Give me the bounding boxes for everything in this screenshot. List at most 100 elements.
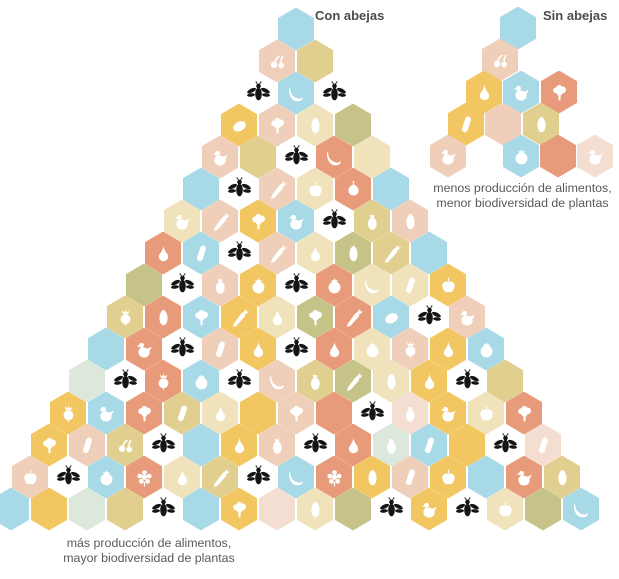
banana-icon	[269, 375, 284, 389]
tomato-icon	[366, 341, 378, 357]
bird-icon	[136, 342, 152, 358]
pear-icon	[443, 341, 453, 357]
pear-icon	[177, 469, 187, 485]
zucchini-icon	[424, 437, 434, 453]
apple-icon	[479, 405, 493, 420]
broccoli-icon	[270, 117, 284, 133]
hex-cell-bird	[429, 134, 467, 178]
without-bees-caption-line2: menor biodiversidad de plantas	[436, 196, 609, 210]
bee-icon	[167, 272, 197, 298]
bird-icon	[516, 470, 532, 486]
carrot-icon	[346, 308, 363, 327]
bird-icon	[98, 406, 114, 422]
hex-cell-banana	[277, 71, 315, 115]
carrot-icon	[213, 468, 230, 487]
banana-icon	[573, 503, 588, 517]
eggplant-icon	[310, 374, 320, 390]
eggplant-icon	[272, 438, 282, 454]
bee-icon	[53, 464, 83, 490]
potato-icon	[384, 312, 398, 324]
zucchini-icon	[215, 341, 225, 357]
pear-icon	[253, 341, 263, 357]
hex-cell-empty	[296, 39, 334, 83]
broccoli-icon	[232, 501, 246, 517]
corn-icon	[367, 469, 377, 485]
bird-icon	[288, 214, 304, 230]
hex-cell-empty	[372, 167, 410, 211]
bee-icon	[376, 496, 406, 522]
tomato-icon	[515, 148, 527, 164]
bee-icon	[490, 432, 520, 458]
cherry-icon	[118, 439, 132, 452]
bee-icon	[110, 368, 140, 394]
bee-icon	[224, 240, 254, 266]
bee-icon	[243, 80, 273, 106]
corn-icon	[386, 373, 396, 389]
hex-cell-bird	[201, 135, 239, 179]
zucchini-icon	[177, 405, 187, 421]
hex-cell-empty	[334, 103, 372, 147]
apple-icon	[23, 469, 37, 484]
bee-icon	[148, 432, 178, 458]
pear-icon	[424, 373, 434, 389]
tomato-icon	[252, 277, 264, 293]
broccoli-icon	[42, 437, 56, 453]
bird-icon	[174, 214, 190, 230]
pear-icon	[310, 245, 320, 261]
hex-cell-corn	[296, 103, 334, 147]
bee-icon	[300, 432, 330, 458]
hex-cell-empty	[239, 135, 277, 179]
flower-icon	[326, 469, 342, 487]
radish-icon	[158, 372, 168, 391]
eggplant-icon	[386, 438, 396, 454]
pear-icon	[348, 437, 358, 453]
zucchini-icon	[461, 116, 471, 132]
broccoli-icon	[517, 405, 531, 421]
pear-icon	[329, 341, 339, 357]
cherry-icon	[493, 54, 507, 67]
corn-icon	[348, 245, 358, 261]
broccoli-icon	[137, 405, 151, 421]
hex-cell-corn	[391, 199, 429, 243]
bird-icon	[587, 149, 603, 165]
hex-cell-carrot	[258, 167, 296, 211]
bee-icon	[281, 144, 311, 170]
radish-icon	[405, 340, 415, 359]
bee-icon	[357, 400, 387, 426]
without-bees-caption-line1: menos producción de alimentos,	[433, 181, 612, 195]
bee-icon	[224, 176, 254, 202]
bird-icon	[212, 150, 228, 166]
banana-icon	[364, 279, 379, 293]
corn-icon	[405, 213, 415, 229]
bee-icon	[281, 336, 311, 362]
carrot-icon	[346, 372, 363, 391]
bee-icon	[167, 336, 197, 362]
eggplant-icon	[405, 406, 415, 422]
without-bees-title: Sin abejas	[543, 8, 608, 23]
corn-icon	[557, 469, 567, 485]
hex-cell-apple	[296, 167, 334, 211]
broccoli-icon	[194, 309, 208, 325]
banana-icon	[288, 471, 303, 485]
corn-icon	[158, 309, 168, 325]
pear-icon	[272, 309, 282, 325]
onion-icon	[347, 180, 359, 196]
apple-icon	[498, 501, 512, 516]
banana-icon	[288, 87, 303, 101]
zucchini-icon	[538, 437, 548, 453]
corn-icon	[310, 501, 320, 517]
hex-cell-empty	[353, 135, 391, 179]
tomato-icon	[100, 469, 112, 485]
carrot-icon	[232, 308, 249, 327]
bird-icon	[440, 149, 456, 165]
bee-icon	[319, 80, 349, 106]
bee-icon	[319, 208, 349, 234]
hex-cell-onion	[334, 167, 372, 211]
banana-icon	[326, 151, 341, 165]
hex-cell-banana	[315, 135, 353, 179]
carrot-icon	[213, 212, 230, 231]
bee-icon	[243, 464, 273, 490]
radish-icon	[120, 308, 130, 327]
flower-icon	[136, 469, 152, 487]
